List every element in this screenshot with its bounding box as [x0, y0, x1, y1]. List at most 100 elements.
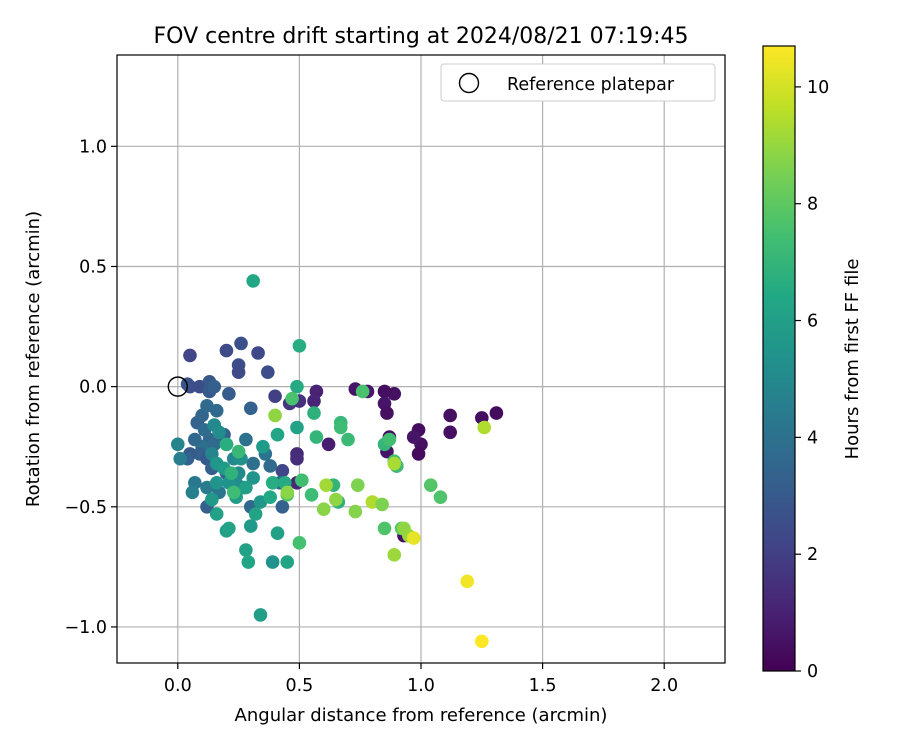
- data-points: [171, 274, 504, 649]
- reference-marker: [167, 376, 189, 397]
- colorbar: 0 2 4 6 8 10 Hours from first FF file: [762, 45, 863, 682]
- x-tick-label: 2.0: [650, 676, 678, 696]
- data-point: [226, 485, 241, 500]
- y-axis-ticks: −1.0 −0.5 0.0 0.5 1.0: [65, 137, 117, 638]
- data-point: [295, 473, 309, 488]
- y-tick-label: 0.5: [79, 257, 107, 277]
- x-tick-label: 1.0: [407, 676, 435, 696]
- data-point: [275, 463, 290, 478]
- x-tick-label: 0.5: [285, 676, 313, 696]
- data-point: [212, 425, 226, 440]
- data-point: [387, 456, 402, 471]
- data-point: [350, 478, 365, 492]
- data-point: [209, 403, 224, 418]
- data-point: [321, 437, 336, 452]
- y-tick-label: −0.5: [65, 498, 108, 518]
- data-point: [207, 379, 222, 394]
- data-point: [304, 487, 319, 502]
- data-point: [246, 471, 260, 485]
- data-point: [333, 420, 348, 435]
- data-point: [316, 502, 331, 516]
- data-point: [292, 536, 307, 550]
- x-tick-label: 0.0: [164, 676, 192, 696]
- data-point: [355, 384, 370, 399]
- chart-title: FOV centre drift starting at 2024/08/21 …: [154, 24, 689, 49]
- y-tick-label: 0.0: [79, 378, 107, 398]
- legend-entry-label: Reference platepar: [507, 75, 675, 95]
- legend-reference-marker: [458, 72, 480, 94]
- reference-platepar-marker: [167, 376, 189, 397]
- data-point: [251, 346, 265, 360]
- colorbar-tick-label: 0: [807, 662, 818, 682]
- data-point: [270, 427, 285, 442]
- data-point: [406, 531, 421, 545]
- data-point: [209, 507, 224, 521]
- data-point: [171, 437, 185, 452]
- data-point: [443, 408, 457, 423]
- colorbar-tick-label: 4: [807, 428, 818, 448]
- data-point: [377, 521, 392, 536]
- data-point: [375, 497, 389, 512]
- legend-box: [440, 63, 716, 102]
- data-point: [268, 408, 282, 423]
- y-tick-label: −1.0: [65, 618, 108, 638]
- data-point: [246, 456, 260, 471]
- data-point: [380, 406, 394, 420]
- data-point: [241, 555, 256, 569]
- data-point: [475, 634, 489, 649]
- data-point: [377, 384, 392, 399]
- data-point: [246, 274, 260, 288]
- data-point: [275, 499, 290, 514]
- data-point: [265, 475, 280, 490]
- data-point: [477, 420, 492, 435]
- data-point: [185, 485, 200, 500]
- data-point: [280, 555, 295, 569]
- data-point: [234, 336, 248, 351]
- data-point: [290, 379, 304, 394]
- colorbar-tick-label: 6: [807, 312, 818, 332]
- data-point: [319, 478, 333, 492]
- data-point: [387, 548, 402, 562]
- colorbar-tick-label: 10: [807, 78, 829, 98]
- data-point: [263, 459, 278, 473]
- data-point: [188, 432, 202, 447]
- data-point: [239, 432, 253, 447]
- data-point: [222, 387, 236, 401]
- data-point: [290, 451, 304, 466]
- data-point: [224, 466, 239, 480]
- data-point: [243, 519, 258, 533]
- data-point: [341, 432, 355, 447]
- data-point: [239, 543, 253, 557]
- data-point: [285, 391, 299, 406]
- colorbar-gradient: [762, 45, 796, 672]
- colorbar-tick-label: 8: [807, 195, 818, 215]
- data-point: [292, 338, 307, 353]
- data-point: [423, 478, 438, 492]
- data-point: [265, 555, 280, 569]
- data-point: [307, 394, 321, 408]
- data-point: [433, 490, 448, 504]
- x-tick-label: 1.5: [529, 676, 557, 696]
- data-point: [248, 507, 263, 521]
- data-point: [443, 425, 457, 440]
- data-point: [173, 451, 188, 466]
- data-point: [231, 365, 246, 380]
- data-point: [183, 348, 197, 363]
- data-point: [290, 420, 304, 435]
- data-point: [256, 439, 270, 454]
- data-point: [411, 447, 426, 461]
- legend: Reference platepar: [440, 63, 716, 102]
- data-point: [280, 485, 295, 500]
- data-point: [307, 406, 321, 420]
- data-point: [263, 490, 278, 504]
- data-point: [329, 492, 343, 507]
- data-point: [260, 365, 275, 380]
- data-point: [406, 430, 421, 444]
- x-axis-label: Angular distance from reference (arcmin): [235, 705, 608, 726]
- y-axis-label: Rotation from reference (arcmin): [23, 211, 44, 507]
- data-point: [209, 475, 224, 490]
- colorbar-label: Hours from first FF file: [842, 259, 863, 460]
- data-point: [219, 343, 234, 358]
- data-point: [382, 432, 397, 447]
